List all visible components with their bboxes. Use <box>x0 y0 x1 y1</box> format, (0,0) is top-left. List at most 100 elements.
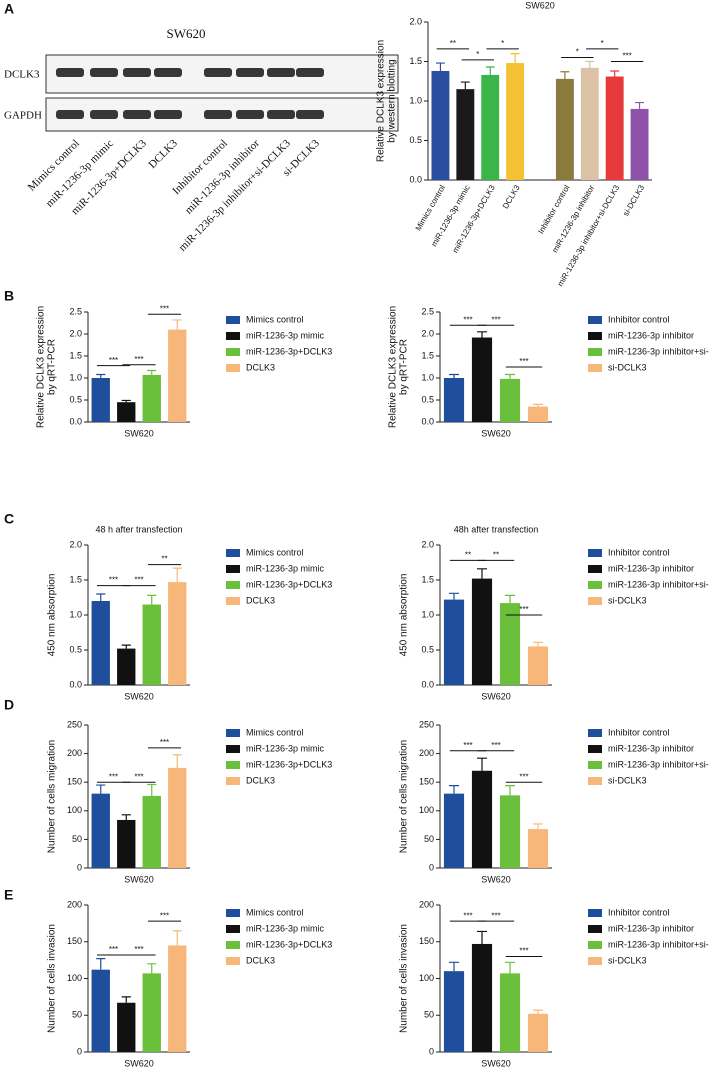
y-axis-label: Relative DCLK3 expression <box>388 306 399 428</box>
significance-label: * <box>476 50 479 59</box>
y-axis-label: Number of cells migration <box>399 740 410 853</box>
significance-label: *** <box>109 576 118 585</box>
legend-swatch <box>226 729 240 737</box>
error-bar <box>172 319 182 330</box>
legend-swatch <box>226 549 240 557</box>
y-tick-label: 2.0 <box>69 539 82 549</box>
legend-swatch <box>226 364 240 372</box>
legend-label: Mimics control <box>246 547 304 557</box>
error-bar <box>172 567 182 583</box>
blot-row-label: DCLK3 <box>4 69 40 81</box>
error-bar <box>476 568 488 579</box>
legend-label: miR-1236-3p mimic <box>246 330 325 340</box>
bar <box>506 63 525 180</box>
significance-label: *** <box>491 741 500 750</box>
band <box>204 110 232 119</box>
y-tick-label: 150 <box>67 936 82 946</box>
y-tick-label: 0.5 <box>409 135 422 145</box>
significance-label: *** <box>160 304 169 313</box>
significance-label: ** <box>450 39 456 48</box>
bar <box>168 329 187 422</box>
error-bar <box>121 399 131 403</box>
y-tick-label: 1.5 <box>69 350 82 360</box>
y-tick-label: 50 <box>72 834 82 844</box>
y-tick-label: 2.5 <box>69 306 82 316</box>
legend-label: miR-1236-3p inhibitor+si-DCLK3 <box>608 579 709 589</box>
y-axis-label: by qRT-PCR <box>47 339 58 395</box>
error-bar <box>460 81 470 90</box>
bar <box>527 1013 549 1052</box>
x-tick-label: DCLK3 <box>501 183 522 210</box>
legend-swatch <box>226 581 240 589</box>
panel-letter: C <box>4 511 14 527</box>
band <box>123 110 151 119</box>
error-bar <box>476 757 488 771</box>
y-tick-label: 100 <box>419 973 434 983</box>
error-bar <box>504 594 516 604</box>
error-bar <box>147 594 157 605</box>
significance-label: *** <box>519 605 528 614</box>
legend-swatch <box>588 316 602 324</box>
legend-label: miR-1236-3p+DCLK3 <box>246 939 332 949</box>
y-tick-label: 0.0 <box>409 174 422 184</box>
error-bar <box>96 593 106 601</box>
significance-label: *** <box>463 315 472 324</box>
y-tick-label: 100 <box>67 973 82 983</box>
legend-label: si-DCLK3 <box>608 595 647 605</box>
legend-label: si-DCLK3 <box>608 955 647 965</box>
chart-title: 48 h after transfection <box>95 524 182 534</box>
error-bar <box>172 930 182 946</box>
legend-label: miR-1236-3p inhibitor <box>608 563 694 573</box>
error-bar <box>504 961 516 974</box>
bar <box>168 945 187 1052</box>
legend-swatch <box>226 909 240 917</box>
error-bar <box>532 403 544 407</box>
legend-label: si-DCLK3 <box>608 362 647 372</box>
error-bar <box>96 373 106 378</box>
y-axis-label: Number of cells migration <box>47 740 58 853</box>
legend-swatch <box>588 348 602 356</box>
bar <box>142 604 161 685</box>
y-tick-label: 2.0 <box>409 16 422 26</box>
band <box>296 68 324 77</box>
significance-label: *** <box>134 355 143 364</box>
legend-label: miR-1236-3p mimic <box>246 743 325 753</box>
error-bar <box>476 331 488 338</box>
y-tick-label: 0 <box>429 1046 434 1056</box>
legend-label: si-DCLK3 <box>608 775 647 785</box>
legend-swatch <box>226 597 240 605</box>
bar <box>117 402 136 422</box>
x-axis-label: SW620 <box>124 874 154 884</box>
x-axis-label: SW620 <box>481 1058 511 1068</box>
legend-swatch <box>226 761 240 769</box>
bar <box>605 76 624 180</box>
y-tick-label: 2.0 <box>421 328 434 338</box>
error-bar <box>448 592 460 600</box>
bar <box>527 829 549 868</box>
bar <box>499 603 521 685</box>
legend-swatch <box>588 364 602 372</box>
significance-label: *** <box>519 772 528 781</box>
y-tick-label: 50 <box>424 834 434 844</box>
y-tick-label: 250 <box>419 719 434 729</box>
y-tick-label: 200 <box>67 899 82 909</box>
x-tick-label: si-DCLK3 <box>621 183 646 218</box>
significance-label: ** <box>493 551 499 560</box>
error-bar <box>585 60 595 68</box>
bar <box>443 599 465 685</box>
error-bar <box>532 1009 544 1014</box>
legend-swatch <box>588 745 602 753</box>
error-bar <box>504 785 516 796</box>
y-tick-label: 1.5 <box>409 56 422 66</box>
y-tick-label: 0.5 <box>69 644 82 654</box>
significance-label: *** <box>160 911 169 920</box>
bar <box>168 767 187 868</box>
error-bar <box>485 66 495 75</box>
bar <box>168 582 187 685</box>
bar <box>142 973 161 1052</box>
legend-label: miR-1236-3p inhibitor+si-DCLK3 <box>608 346 709 356</box>
significance-label: *** <box>160 738 169 747</box>
bar <box>142 374 161 422</box>
y-axis-label: Relative DCLK3 expression <box>376 40 387 162</box>
